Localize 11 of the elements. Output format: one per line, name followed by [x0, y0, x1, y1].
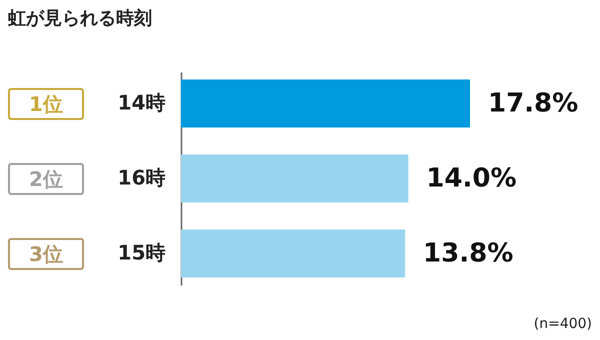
data-label: 13.8%	[423, 238, 514, 268]
data-label: 17.8%	[488, 88, 578, 118]
data-label: 14.0%	[426, 164, 517, 194]
y-tick-label: 14時	[118, 90, 166, 114]
y-tick-label: 15時	[118, 240, 166, 264]
y-tick-label: 16時	[118, 166, 166, 190]
rank-badge: 3位	[8, 238, 84, 270]
chart-title: 虹が見られる時刻	[8, 7, 152, 30]
rank-badge: 2位	[8, 162, 84, 194]
text: (n=400)	[534, 316, 592, 332]
rank-badge: 1位	[8, 88, 84, 120]
